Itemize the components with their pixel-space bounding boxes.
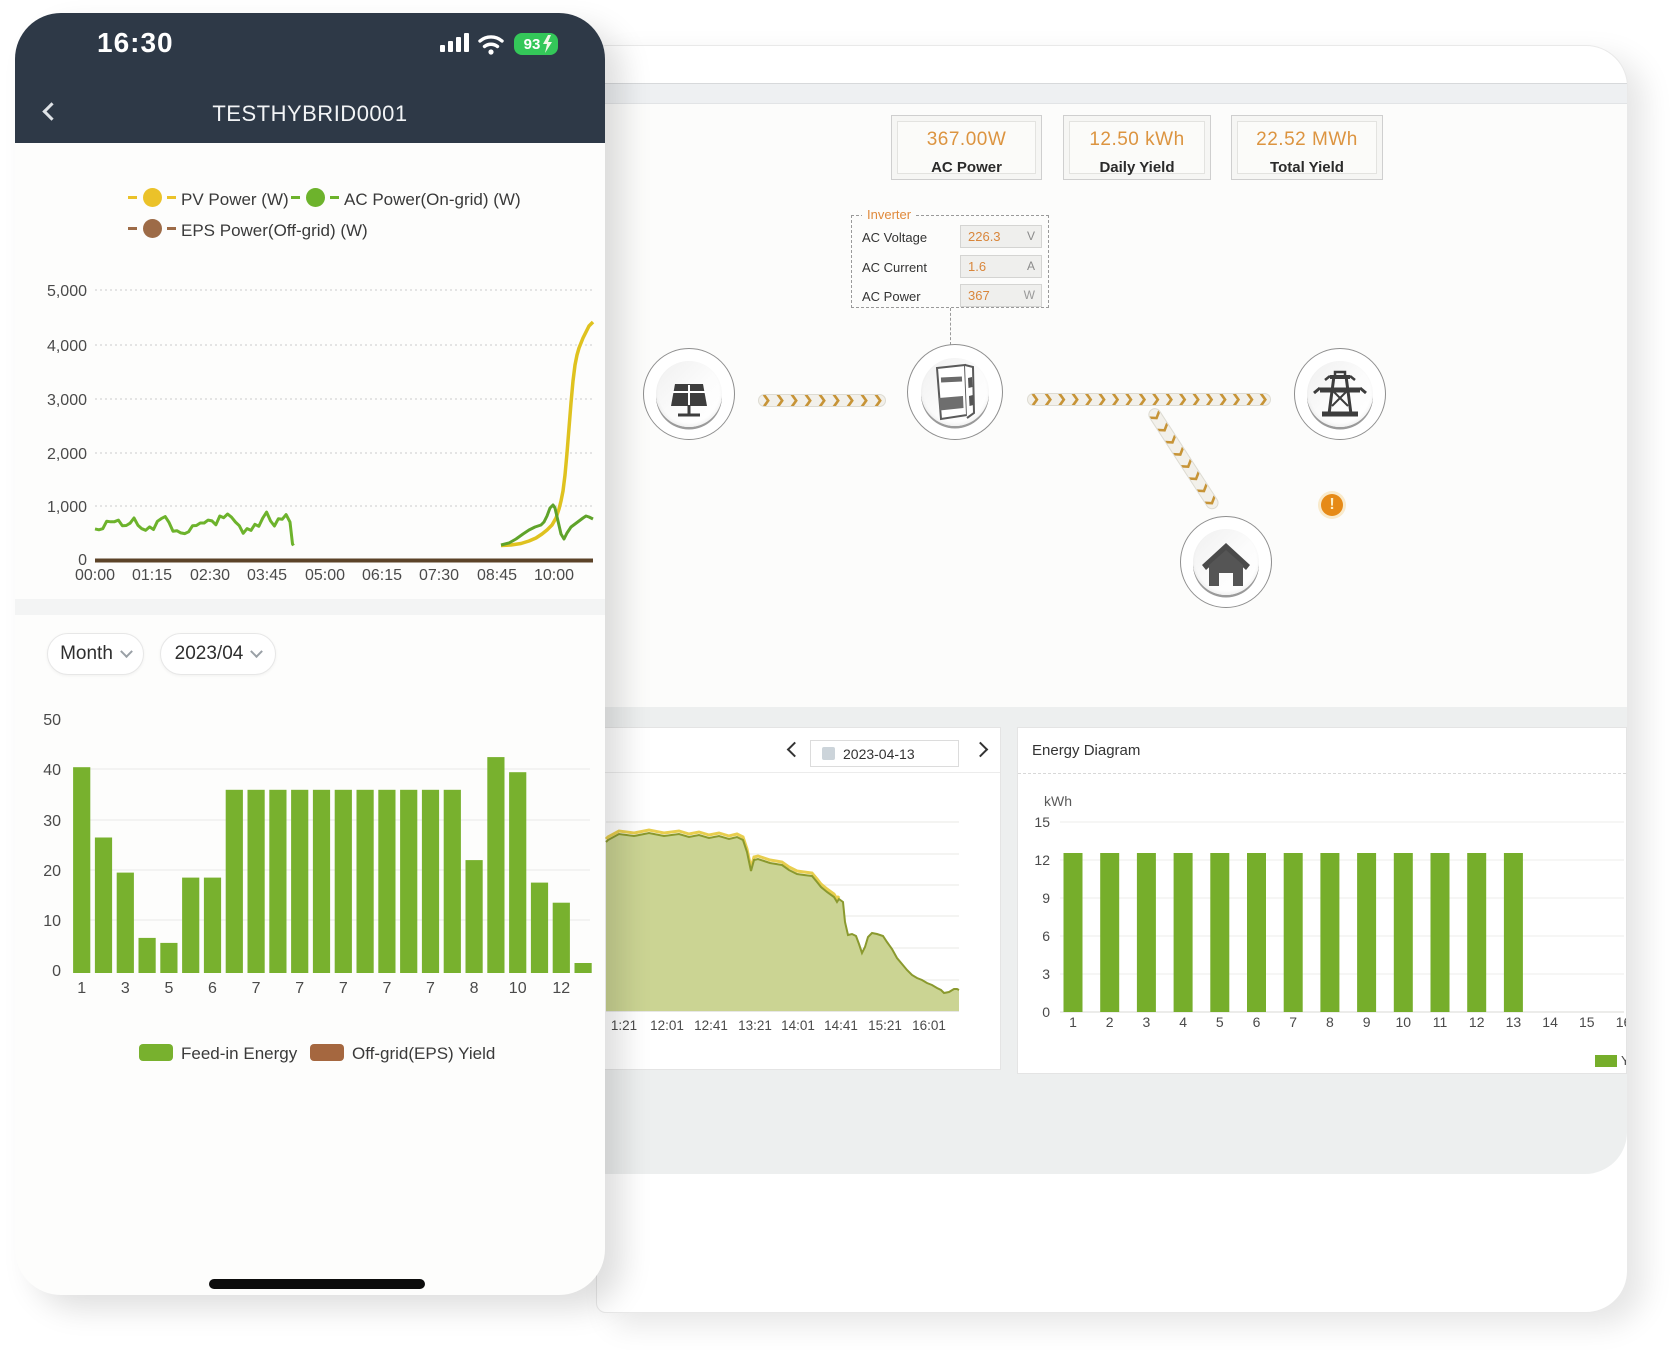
svg-text:6: 6 <box>208 980 217 997</box>
svg-text:5: 5 <box>1216 1014 1224 1030</box>
svg-text:1: 1 <box>1069 1014 1077 1030</box>
svg-text:20: 20 <box>43 863 61 880</box>
svg-text:3: 3 <box>1042 966 1050 982</box>
svg-text:kWh: kWh <box>1044 793 1072 809</box>
svg-text:06:15: 06:15 <box>362 567 402 584</box>
svg-text:13:21: 13:21 <box>738 1018 772 1033</box>
svg-text:11: 11 <box>1433 1014 1448 1030</box>
svg-text:7: 7 <box>1289 1014 1297 1030</box>
svg-text:9: 9 <box>1042 890 1050 906</box>
svg-text:07:30: 07:30 <box>419 567 459 584</box>
svg-text:12:41: 12:41 <box>694 1018 728 1033</box>
svg-text:1: 1 <box>77 980 86 997</box>
svg-text:1,000: 1,000 <box>47 499 87 516</box>
svg-text:12: 12 <box>1469 1014 1485 1030</box>
svg-text:16: 16 <box>1616 1014 1626 1030</box>
svg-text:14:41: 14:41 <box>824 1018 858 1033</box>
svg-text:Y: Y <box>1621 1053 1626 1068</box>
svg-text:7: 7 <box>295 980 304 997</box>
svg-text:7: 7 <box>426 980 435 997</box>
svg-text:5: 5 <box>164 980 173 997</box>
svg-text:5,000: 5,000 <box>47 283 87 300</box>
svg-text:4: 4 <box>1179 1014 1187 1030</box>
svg-text:40: 40 <box>43 762 61 779</box>
svg-text:7: 7 <box>382 980 391 997</box>
svg-text:1:21: 1:21 <box>611 1018 637 1033</box>
svg-text:10:00: 10:00 <box>534 567 574 584</box>
svg-text:3: 3 <box>121 980 130 997</box>
svg-text:14:01: 14:01 <box>781 1018 815 1033</box>
svg-text:15: 15 <box>1579 1014 1595 1030</box>
svg-text:0: 0 <box>52 963 61 980</box>
svg-text:2,000: 2,000 <box>47 446 87 463</box>
svg-text:13: 13 <box>1506 1014 1522 1030</box>
svg-text:30: 30 <box>43 813 61 830</box>
svg-text:00:00: 00:00 <box>75 567 115 584</box>
svg-text:9: 9 <box>1363 1014 1371 1030</box>
svg-text:4,000: 4,000 <box>47 338 87 355</box>
svg-text:14: 14 <box>1542 1014 1558 1030</box>
svg-text:3,000: 3,000 <box>47 392 87 409</box>
svg-text:50: 50 <box>43 712 61 729</box>
svg-text:02:30: 02:30 <box>190 567 230 584</box>
svg-text:8: 8 <box>1326 1014 1334 1030</box>
svg-text:05:00: 05:00 <box>305 567 345 584</box>
svg-text:12: 12 <box>1034 852 1050 868</box>
svg-text:15:21: 15:21 <box>868 1018 902 1033</box>
svg-text:08:45: 08:45 <box>477 567 517 584</box>
svg-text:12:01: 12:01 <box>650 1018 684 1033</box>
svg-text:0: 0 <box>78 552 87 569</box>
svg-text:01:15: 01:15 <box>132 567 172 584</box>
svg-text:3: 3 <box>1143 1014 1151 1030</box>
svg-text:6: 6 <box>1253 1014 1261 1030</box>
svg-text:8: 8 <box>470 980 479 997</box>
svg-text:12: 12 <box>552 980 570 997</box>
svg-text:7: 7 <box>252 980 261 997</box>
svg-text:10: 10 <box>1396 1014 1412 1030</box>
svg-text:6: 6 <box>1042 928 1050 944</box>
svg-text:15: 15 <box>1034 814 1050 830</box>
svg-text:16:01: 16:01 <box>912 1018 946 1033</box>
svg-text:0: 0 <box>1042 1004 1050 1020</box>
svg-text:10: 10 <box>43 913 61 930</box>
svg-text:03:45: 03:45 <box>247 567 287 584</box>
svg-text:93: 93 <box>524 36 541 53</box>
svg-text:2: 2 <box>1106 1014 1114 1030</box>
svg-text:10: 10 <box>509 980 527 997</box>
svg-text:7: 7 <box>339 980 348 997</box>
